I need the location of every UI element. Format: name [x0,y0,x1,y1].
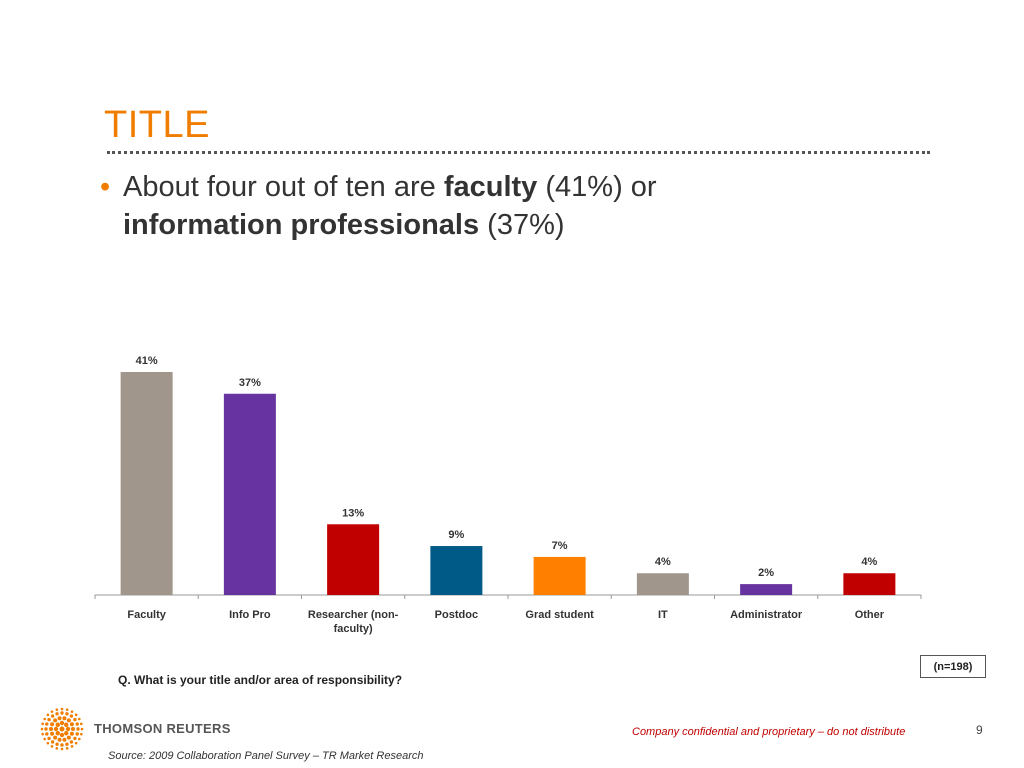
bullet-text-part2: (41%) or [537,171,657,203]
title-divider [107,151,930,154]
bar [327,524,380,595]
x-tick-label: Researcher (non- [308,609,399,621]
bar [636,573,689,595]
thomson-reuters-logo-icon [40,707,84,751]
bullet-text-part1: About four out of ten are [123,171,444,203]
data-label: 2% [758,567,774,579]
bullet-text-part3: (37%) [479,209,565,241]
x-tick-label: Grad student [525,609,594,621]
bar [120,372,173,595]
data-label: 9% [448,529,464,541]
confidential-notice: Company confidential and proprietary – d… [632,726,906,738]
x-tick-label: Postdoc [435,609,478,621]
bar [740,584,793,595]
data-label: 4% [655,556,671,568]
bullet-bold-faculty: faculty [443,171,538,203]
data-label: 4% [861,556,877,568]
data-label: 7% [552,540,568,552]
bullet-bold-info-pro: information professionals [123,209,480,241]
bar [223,393,276,595]
bullet-text: About four out of ten are faculty (41%) … [123,168,823,244]
x-tick-label: IT [658,609,668,621]
data-label: 37% [239,377,261,389]
survey-question: Q. What is your title and/or area of res… [118,673,403,687]
x-tick-label: Faculty [127,609,166,621]
data-label: 13% [342,507,364,519]
data-label: 41% [136,355,158,367]
x-tick-label: Administrator [730,609,803,621]
x-tick-label: faculty) [334,623,373,635]
bar [843,573,896,595]
x-tick-label: Info Pro [229,609,271,621]
logo-wordmark: THOMSON REUTERS [94,721,231,736]
page-number: 9 [976,723,983,737]
x-tick-label: Other [855,609,885,621]
bar [430,546,483,595]
bar [533,556,586,595]
slide-title: TITLE [104,104,210,146]
source-note: Source: 2009 Collaboration Panel Survey … [108,750,424,762]
sample-size-badge: (n=198) [920,655,986,678]
bullet-marker: • [100,171,111,203]
